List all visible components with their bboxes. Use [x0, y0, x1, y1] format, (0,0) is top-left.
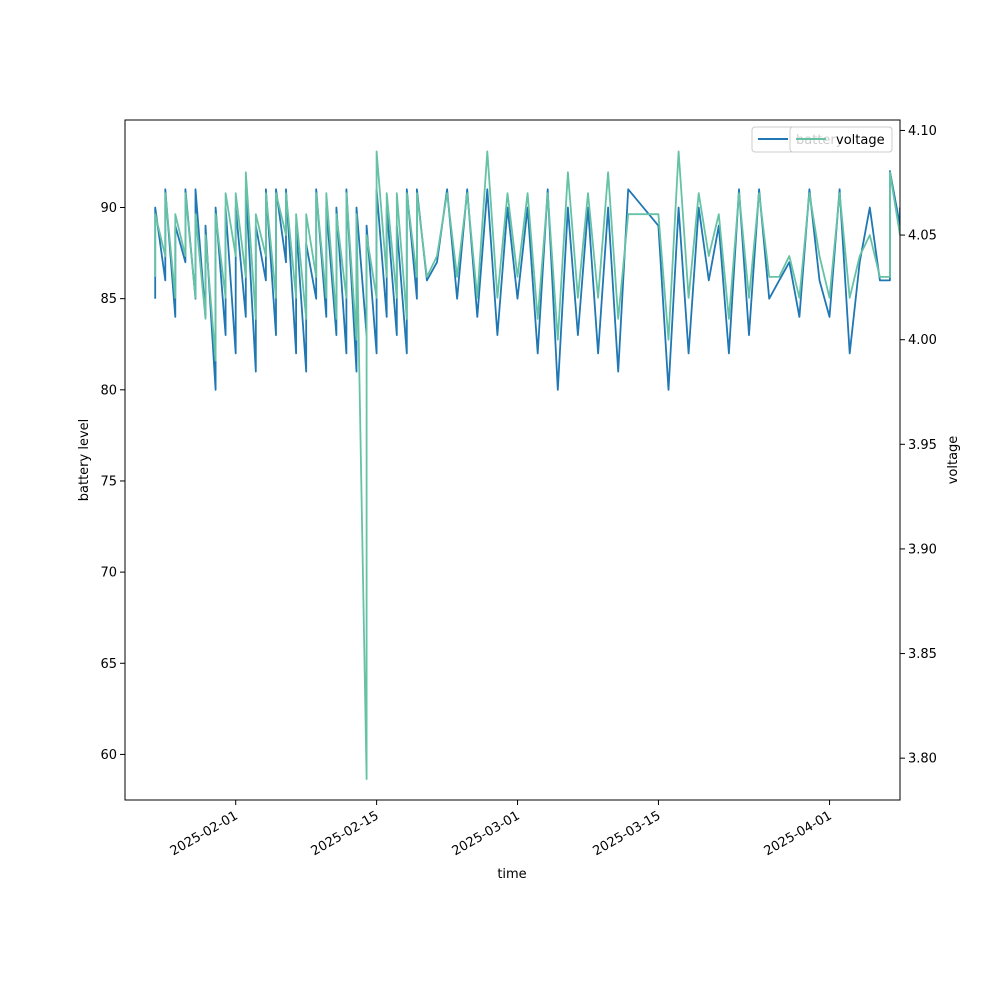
x-axis-label: time: [497, 867, 526, 882]
legend-label-voltage: voltage: [836, 133, 885, 148]
legend-box-voltage: [789, 126, 893, 153]
y-left-tick-label: 60: [100, 748, 117, 763]
y-right-tick-label: 4.10: [908, 124, 937, 139]
y-left-tick-label: 75: [100, 474, 117, 489]
y-left-tick-label: 80: [100, 383, 117, 398]
y-axis-left-label: battery level: [77, 419, 92, 502]
y-axis-right-label: voltage: [946, 436, 961, 485]
y-left-tick-label: 70: [100, 566, 117, 581]
y-right-tick-label: 3.80: [908, 752, 937, 767]
y-right-tick-label: 3.85: [908, 647, 937, 662]
y-right-tick-label: 4.05: [908, 229, 937, 244]
y-axis-left: 60 65 70 75 80 85 90: [100, 201, 125, 763]
y-left-tick-label: 85: [100, 292, 117, 307]
y-axis-right: 3.80 3.85 3.90 3.95 4.00 4.05 4.10: [900, 124, 937, 767]
legend: battery voltage: [751, 126, 893, 153]
series-line-voltage: [154, 150, 900, 780]
plot-frame: [124, 119, 901, 801]
series-layer: [154, 150, 900, 780]
y-left-tick-label: 90: [100, 201, 117, 216]
y-right-tick-label: 3.95: [908, 438, 937, 453]
y-right-tick-label: 4.00: [908, 333, 937, 348]
y-left-tick-label: 65: [100, 657, 117, 672]
y-right-tick-label: 3.90: [908, 542, 937, 557]
